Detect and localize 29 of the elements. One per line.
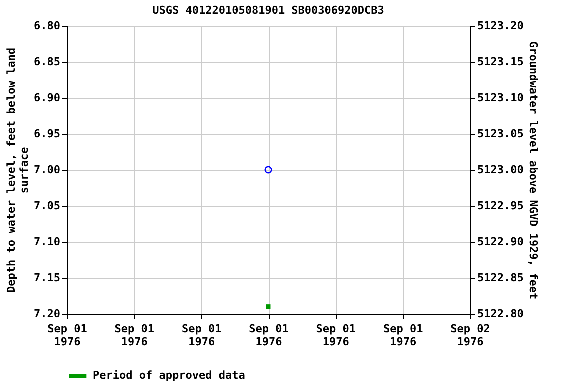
x-tick-label: Sep 02 1976: [450, 322, 490, 348]
legend-label: Period of approved data: [93, 369, 246, 382]
y2-tick-label: 5123.10: [478, 92, 524, 104]
y-tick-label: 6.90: [34, 92, 60, 104]
y-tick-label: 6.95: [34, 128, 60, 140]
chart-title: USGS 401220105081901 SB00306920DCB3: [152, 4, 384, 17]
y-tick-label: 7.15: [34, 272, 60, 284]
x-tick-label: Sep 01 1976: [182, 322, 222, 348]
y-tick-label: 7.10: [34, 236, 60, 248]
y2-tick-label: 5123.05: [478, 128, 524, 140]
x-tick-label: Sep 01 1976: [48, 322, 88, 348]
y2-tick-label: 5123.15: [478, 56, 524, 68]
y-tick-label: 7.20: [34, 308, 60, 320]
y2-tick-label: 5122.85: [478, 272, 524, 284]
y2-tick-label: 5123.00: [478, 164, 524, 176]
y2-tick-label: 5122.90: [478, 236, 524, 248]
y-tick-label: 7.00: [34, 164, 60, 176]
y2-tick-label: 5123.20: [478, 20, 524, 32]
y2-tick-label: 5122.95: [478, 200, 524, 212]
x-tick-label: Sep 01 1976: [383, 322, 424, 348]
y2-axis-title: Groundwater level above NGVD 1929, feet: [526, 41, 540, 300]
y-tick-label: 7.05: [34, 200, 60, 212]
x-tick-label: Sep 01 1976: [316, 322, 356, 348]
y-tick-label: 6.80: [34, 20, 60, 32]
x-tick-label: Sep 01 1976: [249, 322, 290, 348]
x-tick-label: Sep 01 1976: [114, 322, 155, 348]
y-tick-label: 6.85: [34, 56, 60, 68]
y-axis-title: Depth to water level, feet below land surface: [5, 48, 32, 294]
y2-tick-label: 5122.80: [478, 308, 524, 320]
